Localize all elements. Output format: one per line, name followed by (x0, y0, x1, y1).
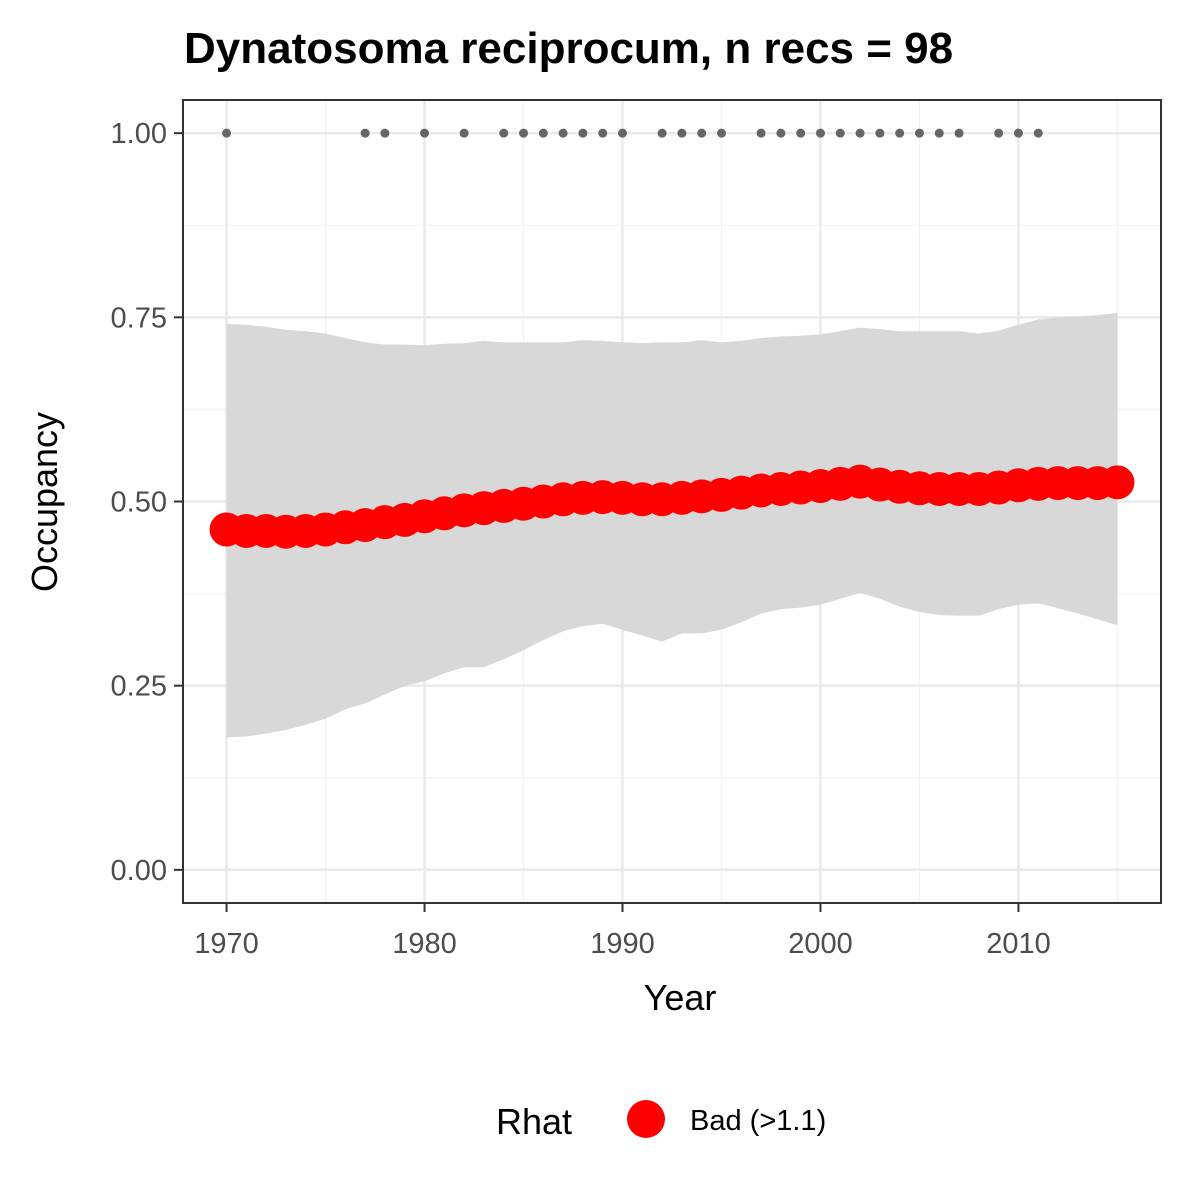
y-axis: 0.00 0.25 0.50 0.75 1.00 (111, 118, 183, 887)
record-point (657, 128, 667, 138)
record-point (360, 128, 370, 138)
x-tick-label: 1970 (194, 928, 259, 960)
record-point (914, 128, 924, 138)
record-point (835, 128, 845, 138)
record-point (618, 128, 628, 138)
record-point (875, 128, 885, 138)
record-point (815, 128, 825, 138)
record-point (222, 128, 232, 138)
record-point (1013, 128, 1023, 138)
record-point (677, 128, 687, 138)
plot-area (182, 99, 1162, 904)
record-point (459, 128, 469, 138)
y-tick-label: 0.75 (111, 302, 167, 334)
x-tick-label: 1990 (590, 928, 655, 960)
x-tick-label: 2000 (788, 928, 853, 960)
x-tick-label: 1980 (392, 928, 457, 960)
record-point (598, 128, 608, 138)
record-point (697, 128, 707, 138)
record-point (499, 128, 509, 138)
y-tick-label: 0.25 (111, 671, 167, 703)
record-point (1033, 128, 1043, 138)
record-point (716, 128, 726, 138)
y-tick-label: 0.00 (111, 855, 167, 887)
record-point (558, 128, 568, 138)
record-point (756, 128, 766, 138)
record-point (380, 128, 390, 138)
legend: Rhat Bad (>1.1) (496, 1100, 826, 1142)
y-tick-label: 0.50 (111, 487, 167, 519)
record-point (420, 128, 430, 138)
record-point (776, 128, 786, 138)
record-point (954, 128, 964, 138)
record-point (994, 128, 1004, 138)
chart-title: Dynatosoma reciprocum, n recs = 98 (184, 24, 953, 73)
record-points (222, 128, 1043, 138)
legend-key-bad (627, 1100, 665, 1138)
y-tick-label: 1.00 (111, 118, 167, 150)
credible-interval-ribbon (226, 312, 1118, 738)
x-axis: 1970 1980 1990 2000 2010 (194, 903, 1051, 960)
record-point (934, 128, 944, 138)
record-point (578, 128, 588, 138)
x-tick-label: 2010 (986, 928, 1051, 960)
record-point (855, 128, 865, 138)
record-point (519, 128, 529, 138)
ribbon-area (226, 312, 1118, 738)
record-point (796, 128, 806, 138)
x-axis-title: Year (644, 977, 717, 1018)
legend-label-bad: Bad (>1.1) (690, 1105, 826, 1137)
y-axis-title: Occupancy (24, 412, 65, 592)
record-point (895, 128, 905, 138)
legend-title: Rhat (496, 1101, 572, 1142)
record-point (538, 128, 548, 138)
series-point (1100, 465, 1135, 500)
occupancy-series (209, 464, 1135, 549)
